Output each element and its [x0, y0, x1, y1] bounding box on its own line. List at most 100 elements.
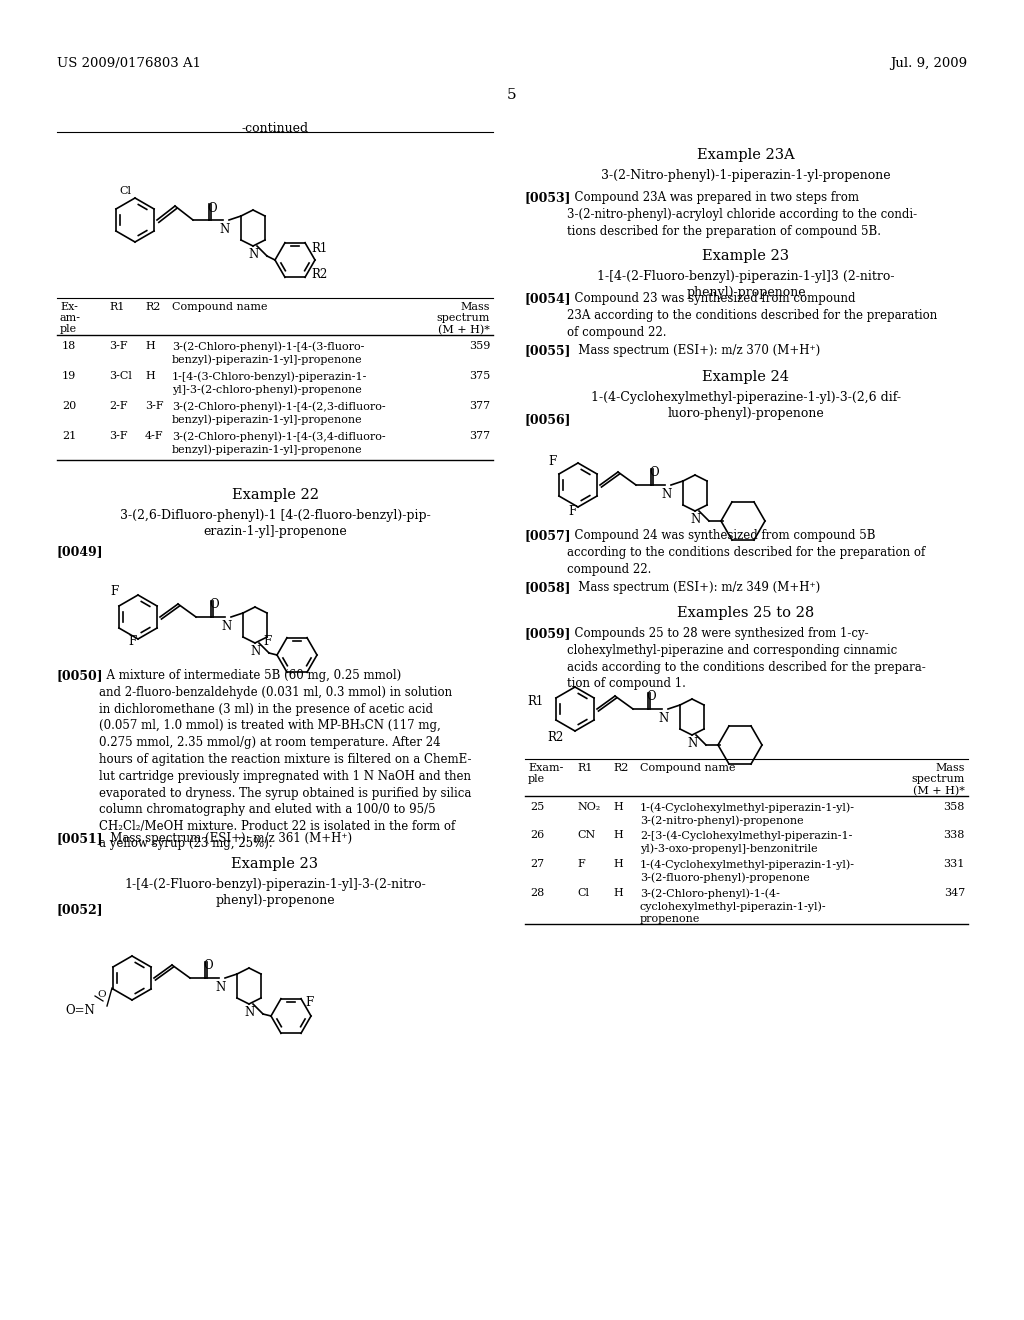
Text: 1-[4-(2-Fluoro-benzyl)-piperazin-1-yl]-3-(2-nitro-
phenyl)-propenone: 1-[4-(2-Fluoro-benzyl)-piperazin-1-yl]-3… — [124, 878, 426, 907]
Text: F: F — [548, 455, 556, 469]
Text: [0054]: [0054] — [525, 292, 571, 305]
Text: [0049]: [0049] — [57, 545, 103, 558]
Text: O: O — [207, 202, 217, 215]
Text: 3-(2-Chloro-phenyl)-1-[4-(3,4-difluoro-
benzyl)-piperazin-1-yl]-propenone: 3-(2-Chloro-phenyl)-1-[4-(3,4-difluoro- … — [172, 432, 386, 454]
Text: 18: 18 — [62, 341, 76, 351]
Text: Compound name: Compound name — [640, 763, 735, 774]
Text: Mass spectrum (ESI+): m/z 361 (M+H⁺): Mass spectrum (ESI+): m/z 361 (M+H⁺) — [99, 832, 352, 845]
Text: Jul. 9, 2009: Jul. 9, 2009 — [890, 57, 967, 70]
Text: O: O — [209, 598, 219, 611]
Text: N: N — [690, 513, 700, 525]
Text: N: N — [248, 248, 258, 261]
Text: [0050]: [0050] — [57, 669, 103, 682]
Text: R1: R1 — [577, 763, 592, 774]
Text: N: N — [221, 620, 231, 634]
Text: 19: 19 — [62, 371, 76, 381]
Text: 2-F: 2-F — [109, 401, 128, 411]
Text: NO₂: NO₂ — [577, 803, 600, 812]
Text: Compound 23A was prepared in two steps from
3-(2-nitro-phenyl)-acryloyl chloride: Compound 23A was prepared in two steps f… — [567, 191, 918, 238]
Text: [0058]: [0058] — [525, 581, 571, 594]
Text: 1-[4-(3-Chloro-benzyl)-piperazin-1-
yl]-3-(2-chloro-phenyl)-propenone: 1-[4-(3-Chloro-benzyl)-piperazin-1- yl]-… — [172, 371, 368, 395]
Text: Cl: Cl — [119, 186, 131, 195]
Text: H: H — [613, 859, 623, 869]
Text: R1: R1 — [527, 696, 544, 708]
Text: F: F — [305, 997, 313, 1008]
Text: 2-[3-(4-Cyclohexylmethyl-piperazin-1-
yl)-3-oxo-propenyl]-benzonitrile: 2-[3-(4-Cyclohexylmethyl-piperazin-1- yl… — [640, 830, 852, 854]
Text: Examples 25 to 28: Examples 25 to 28 — [677, 606, 815, 620]
Text: O: O — [97, 990, 105, 999]
Text: 359: 359 — [469, 341, 490, 351]
Text: N: N — [215, 981, 225, 994]
Text: N: N — [244, 1006, 254, 1019]
Text: 3-(2-Chloro-phenyl)-1-(4-
cyclohexylmethyl-piperazin-1-yl)-
propenone: 3-(2-Chloro-phenyl)-1-(4- cyclohexylmeth… — [640, 888, 826, 924]
Text: 1-[4-(2-Fluoro-benzyl)-piperazin-1-yl]3 (2-nitro-
phenyl)-propenone: 1-[4-(2-Fluoro-benzyl)-piperazin-1-yl]3 … — [597, 271, 895, 300]
Text: 377: 377 — [469, 432, 490, 441]
Text: Mass
spectrum
(M + H)*: Mass spectrum (M + H)* — [436, 302, 490, 335]
Text: R1: R1 — [109, 302, 124, 312]
Text: 3-(2-Nitro-phenyl)-1-piperazin-1-yl-propenone: 3-(2-Nitro-phenyl)-1-piperazin-1-yl-prop… — [601, 169, 891, 182]
Text: 1-(4-Cyclohexylmethyl-piperazin-1-yl)-
3-(2-fluoro-phenyl)-propenone: 1-(4-Cyclohexylmethyl-piperazin-1-yl)- 3… — [640, 859, 855, 883]
Text: F: F — [110, 585, 118, 598]
Text: R2: R2 — [311, 268, 328, 281]
Text: US 2009/0176803 A1: US 2009/0176803 A1 — [57, 57, 201, 70]
Text: 347: 347 — [944, 888, 965, 898]
Text: H: H — [145, 341, 155, 351]
Text: Compound 23 was synthesized from compound
23A according to the conditions descri: Compound 23 was synthesized from compoun… — [567, 292, 937, 339]
Text: Example 24: Example 24 — [702, 370, 790, 384]
Text: F: F — [263, 635, 271, 648]
Text: 377: 377 — [469, 401, 490, 411]
Text: N: N — [658, 711, 669, 725]
Text: 3-F: 3-F — [109, 341, 128, 351]
Text: N: N — [219, 223, 229, 236]
Text: Example 23A: Example 23A — [697, 148, 795, 162]
Text: Mass spectrum (ESI+): m/z 370 (M+H⁺): Mass spectrum (ESI+): m/z 370 (M+H⁺) — [567, 345, 820, 356]
Text: 358: 358 — [944, 803, 965, 812]
Text: O: O — [649, 466, 658, 479]
Text: F: F — [568, 506, 577, 517]
Text: Compound 24 was synthesized from compound 5B
according to the conditions describ: Compound 24 was synthesized from compoun… — [567, 529, 926, 576]
Text: 1-(4-Cyclohexylmethyl-piperazine-1-yl)-3-(2,6 dif-
luoro-phenyl)-propenone: 1-(4-Cyclohexylmethyl-piperazine-1-yl)-3… — [591, 391, 901, 420]
Text: [0057]: [0057] — [525, 529, 571, 543]
Text: R2: R2 — [613, 763, 629, 774]
Text: 4-F: 4-F — [145, 432, 164, 441]
Text: CN: CN — [577, 830, 595, 840]
Text: F: F — [577, 859, 585, 869]
Text: H: H — [613, 888, 623, 898]
Text: N: N — [250, 645, 260, 657]
Text: R2: R2 — [547, 731, 563, 744]
Text: Example 23: Example 23 — [231, 857, 318, 871]
Text: -continued: -continued — [242, 121, 308, 135]
Text: 5: 5 — [507, 88, 517, 102]
Text: Ex-
am-
ple: Ex- am- ple — [60, 302, 81, 334]
Text: 25: 25 — [530, 803, 544, 812]
Text: 26: 26 — [530, 830, 544, 840]
Text: 375: 375 — [469, 371, 490, 381]
Text: R2: R2 — [145, 302, 161, 312]
Text: O: O — [203, 960, 213, 972]
Text: H: H — [613, 803, 623, 812]
Text: 331: 331 — [944, 859, 965, 869]
Text: H: H — [613, 830, 623, 840]
Text: 28: 28 — [530, 888, 544, 898]
Text: F: F — [128, 635, 136, 648]
Text: Example 22: Example 22 — [231, 488, 318, 502]
Text: R1: R1 — [311, 242, 328, 255]
Text: H: H — [145, 371, 155, 381]
Text: 3-(2,6-Difluoro-phenyl)-1 [4-(2-fluoro-benzyl)-pip-
erazin-1-yl]-propenone: 3-(2,6-Difluoro-phenyl)-1 [4-(2-fluoro-b… — [120, 510, 430, 539]
Text: O=N: O=N — [65, 1005, 95, 1016]
Text: 21: 21 — [62, 432, 76, 441]
Text: 338: 338 — [944, 830, 965, 840]
Text: Mass spectrum (ESI+): m/z 349 (M+H⁺): Mass spectrum (ESI+): m/z 349 (M+H⁺) — [567, 581, 820, 594]
Text: [0051]: [0051] — [57, 832, 103, 845]
Text: 27: 27 — [530, 859, 544, 869]
Text: 1-(4-Cyclohexylmethyl-piperazin-1-yl)-
3-(2-nitro-phenyl)-propenone: 1-(4-Cyclohexylmethyl-piperazin-1-yl)- 3… — [640, 803, 855, 826]
Text: Example 23: Example 23 — [702, 249, 790, 263]
Text: 3-(2-Chloro-phenyl)-1-[4-(3-fluoro-
benzyl)-piperazin-1-yl]-propenone: 3-(2-Chloro-phenyl)-1-[4-(3-fluoro- benz… — [172, 341, 365, 364]
Text: [0056]: [0056] — [525, 413, 571, 426]
Text: 3-(2-Chloro-phenyl)-1-[4-(2,3-difluoro-
benzyl)-piperazin-1-yl]-propenone: 3-(2-Chloro-phenyl)-1-[4-(2,3-difluoro- … — [172, 401, 386, 425]
Text: Compounds 25 to 28 were synthesized from 1-cy-
clohexylmethyl-piperazine and cor: Compounds 25 to 28 were synthesized from… — [567, 627, 926, 690]
Text: [0059]: [0059] — [525, 627, 571, 640]
Text: [0053]: [0053] — [525, 191, 571, 205]
Text: [0052]: [0052] — [57, 903, 103, 916]
Text: Compound name: Compound name — [172, 302, 267, 312]
